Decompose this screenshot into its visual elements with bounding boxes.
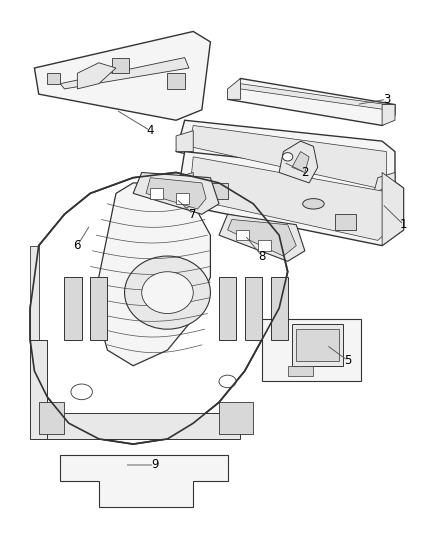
Text: 9: 9 (151, 458, 159, 472)
Polygon shape (228, 78, 395, 125)
Polygon shape (228, 220, 296, 256)
Polygon shape (176, 151, 403, 246)
Polygon shape (30, 173, 288, 444)
Polygon shape (292, 151, 309, 173)
Polygon shape (47, 73, 60, 84)
Ellipse shape (219, 375, 236, 387)
Polygon shape (271, 277, 288, 340)
Polygon shape (133, 173, 219, 214)
Polygon shape (176, 193, 189, 204)
Polygon shape (30, 246, 39, 340)
Polygon shape (228, 78, 240, 99)
Polygon shape (112, 58, 129, 73)
Text: 2: 2 (301, 166, 309, 179)
Polygon shape (296, 329, 339, 360)
Polygon shape (176, 120, 395, 193)
Ellipse shape (303, 199, 324, 209)
Polygon shape (60, 58, 189, 89)
Polygon shape (30, 340, 47, 439)
Text: 5: 5 (344, 354, 351, 367)
Polygon shape (288, 366, 314, 376)
Polygon shape (189, 157, 395, 240)
Text: 1: 1 (400, 218, 407, 231)
Polygon shape (240, 84, 386, 110)
Polygon shape (167, 73, 185, 89)
Text: 6: 6 (74, 239, 81, 252)
Ellipse shape (283, 152, 293, 161)
Polygon shape (30, 340, 47, 402)
Polygon shape (258, 240, 271, 251)
Polygon shape (189, 125, 386, 188)
Polygon shape (150, 188, 163, 199)
Polygon shape (39, 402, 64, 434)
Polygon shape (236, 230, 249, 240)
Polygon shape (245, 277, 262, 340)
Polygon shape (219, 402, 253, 434)
Polygon shape (35, 31, 210, 120)
Polygon shape (206, 183, 228, 199)
Ellipse shape (142, 272, 193, 313)
Text: 8: 8 (258, 249, 265, 263)
Ellipse shape (71, 384, 92, 400)
Polygon shape (176, 173, 193, 204)
Polygon shape (99, 183, 210, 366)
Polygon shape (78, 63, 116, 89)
Text: 3: 3 (383, 93, 390, 106)
Polygon shape (382, 104, 395, 125)
Polygon shape (262, 319, 360, 382)
Polygon shape (90, 277, 107, 340)
Polygon shape (382, 173, 403, 246)
Polygon shape (176, 131, 193, 151)
Ellipse shape (124, 256, 210, 329)
Polygon shape (146, 177, 206, 209)
Polygon shape (335, 214, 357, 230)
Polygon shape (47, 413, 240, 439)
Polygon shape (292, 324, 343, 366)
Polygon shape (219, 277, 236, 340)
Text: 4: 4 (147, 124, 154, 137)
Polygon shape (64, 277, 81, 340)
Polygon shape (279, 141, 318, 183)
Polygon shape (219, 214, 305, 261)
Polygon shape (60, 455, 228, 507)
Text: 7: 7 (190, 208, 197, 221)
Polygon shape (374, 173, 395, 193)
